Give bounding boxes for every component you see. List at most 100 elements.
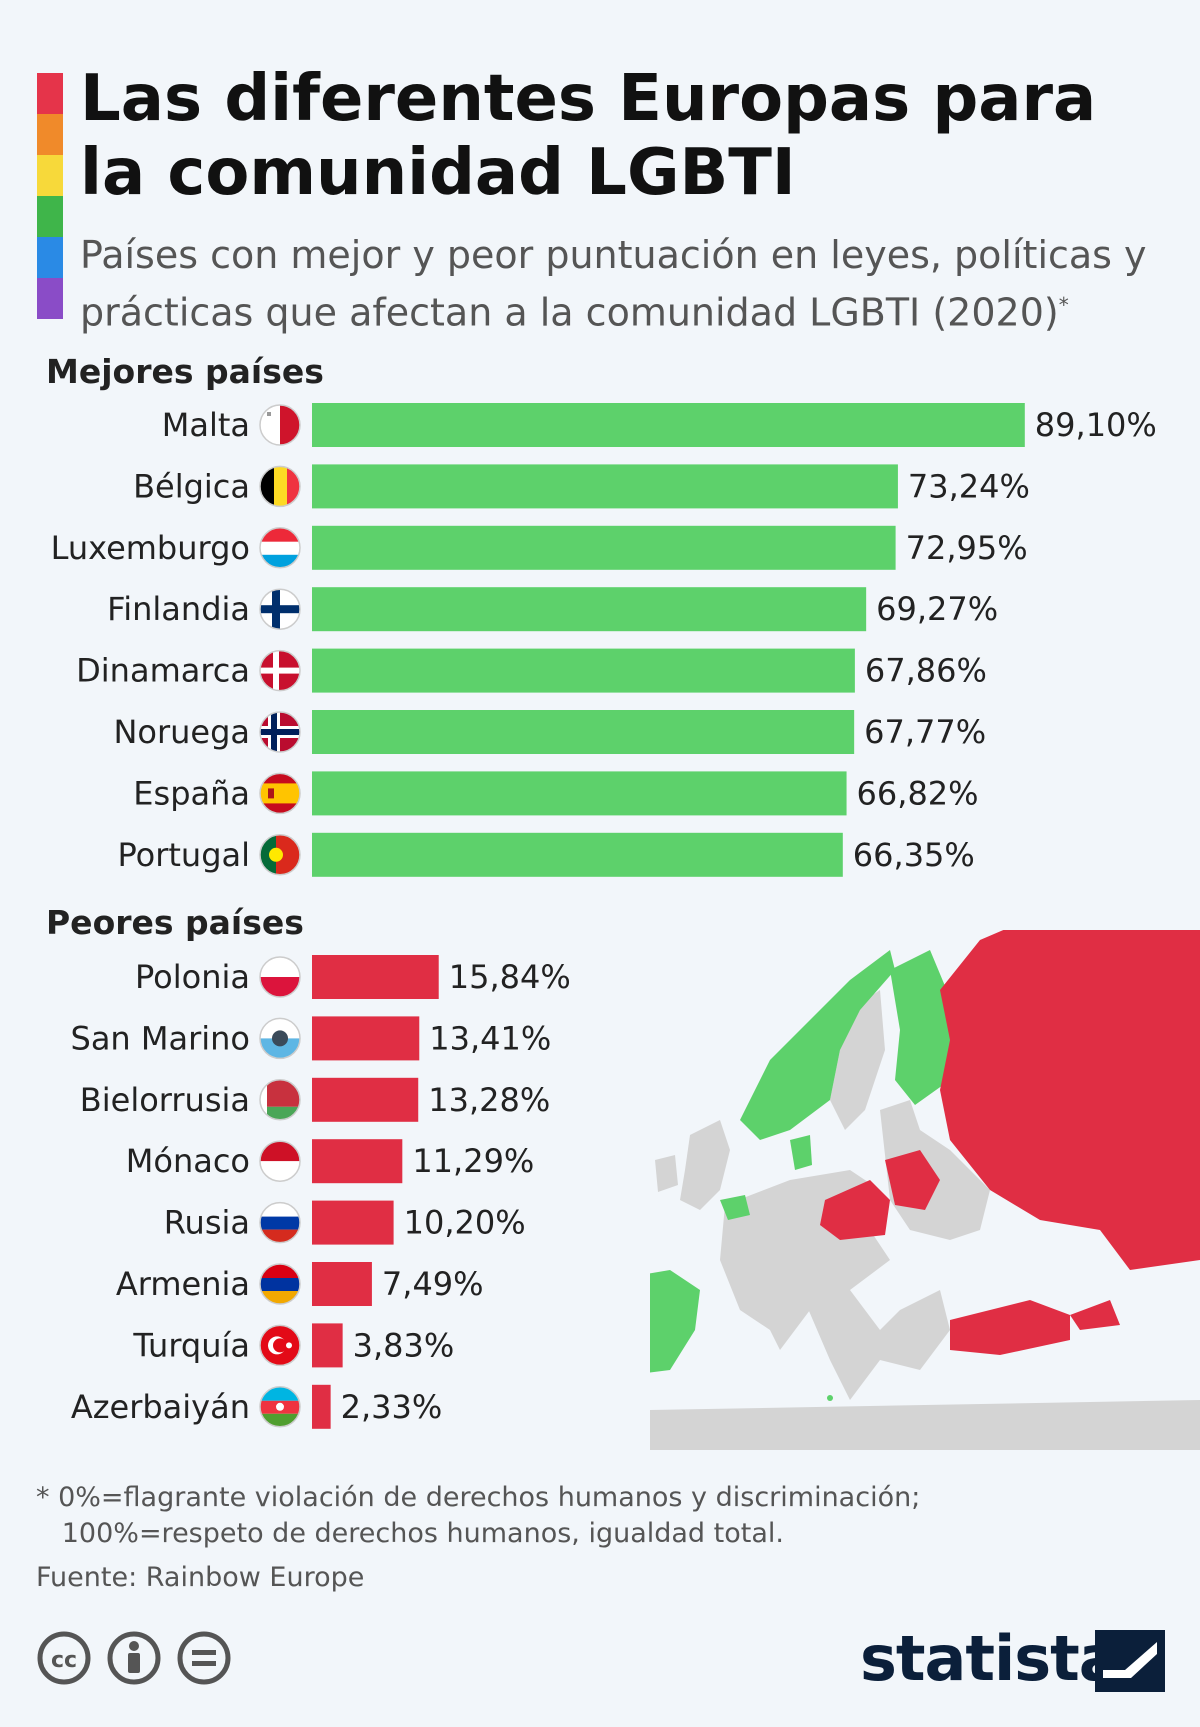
cc-icon[interactable]: cc: [37, 1631, 91, 1685]
bar-worst: [312, 1384, 331, 1429]
map-iberia: [650, 1270, 700, 1373]
nd-icon[interactable]: [177, 1631, 231, 1685]
russia-flag-icon: [259, 1201, 301, 1244]
bar-best: [312, 464, 898, 509]
statista-logo-icon[interactable]: [1095, 1630, 1165, 1692]
value-label: 67,86%: [865, 652, 987, 690]
value-label: 7,49%: [382, 1265, 484, 1303]
value-label: 10,20%: [404, 1204, 526, 1242]
rainbow-band-5: [37, 278, 63, 319]
category-label: España: [133, 774, 250, 812]
svg-text:cc: cc: [51, 1648, 77, 1673]
map-malta: [827, 1395, 833, 1401]
value-label: 11,29%: [412, 1142, 534, 1180]
best-section-title: Mejores países: [46, 352, 324, 391]
category-label: Rusia: [164, 1204, 250, 1242]
bar-best: [312, 648, 855, 693]
category-label: Finlandia: [107, 590, 250, 628]
category-label: Bielorrusia: [80, 1081, 250, 1119]
bar-worst: [312, 1262, 372, 1306]
map-belgium-lux: [720, 1195, 750, 1220]
san-marino-flag-icon: [259, 1017, 301, 1060]
denmark-flag-icon: [259, 649, 301, 692]
map-british-isles: [680, 1120, 730, 1210]
norway-flag-icon: [259, 711, 301, 753]
monaco-flag-icon: [259, 1140, 301, 1182]
page-title: Las diferentes Europas para la comunidad…: [80, 62, 1097, 210]
value-label: 72,95%: [906, 529, 1028, 567]
worst-section-title: Peores países: [46, 903, 304, 942]
subtitle-footnote-mark: *: [1058, 293, 1069, 317]
value-label: 69,27%: [876, 590, 998, 628]
luxembourg-flag-icon: [259, 527, 301, 569]
value-label: 2,33%: [341, 1388, 443, 1426]
footnote-line-2: 100%=respeto de derechos humanos, iguald…: [36, 1518, 784, 1549]
europe-map-icon: [650, 930, 1200, 1450]
value-label: 67,77%: [864, 713, 986, 751]
value-label: 13,41%: [429, 1019, 551, 1057]
bar-worst: [312, 1016, 420, 1061]
value-label: 73,24%: [908, 467, 1030, 505]
bar-best: [312, 710, 855, 754]
bar-best: [312, 525, 896, 570]
category-label: Turquía: [132, 1326, 250, 1364]
category-label: Portugal: [117, 836, 250, 874]
page-subtitle: Países con mejor y peor puntuación en le…: [80, 230, 1190, 338]
license-icons[interactable]: cc: [36, 1630, 246, 1690]
subtitle-text: Países con mejor y peor puntuación en le…: [80, 233, 1147, 335]
map-norway: [740, 950, 895, 1140]
bar-best: [312, 587, 867, 632]
bar-worst: [312, 1077, 419, 1122]
bar-best: [312, 832, 843, 877]
category-label: Mónaco: [126, 1142, 250, 1180]
footnote-line-1: * 0%=flagrante violación de derechos hum…: [36, 1482, 921, 1513]
belgium-flag-icon: [259, 465, 301, 508]
map-belarus: [885, 1150, 940, 1210]
malta-flag-icon: [259, 404, 301, 446]
rainbow-band-0: [37, 73, 63, 114]
map-south-edge: [650, 1400, 1200, 1450]
spain-flag-icon: [259, 772, 301, 815]
bar-best: [312, 771, 847, 816]
rainbow-band-3: [37, 196, 63, 237]
category-label: Dinamarca: [76, 652, 250, 690]
value-label: 66,82%: [857, 774, 979, 812]
source-text: Fuente: Rainbow Europe: [36, 1562, 365, 1593]
finland-flag-icon: [259, 588, 301, 630]
bar-worst: [312, 1323, 343, 1368]
map-russia: [940, 930, 1200, 1270]
statista-logo-text[interactable]: statista: [860, 1622, 1121, 1695]
map-italy-balkans: [800, 1290, 950, 1400]
category-label: Malta: [162, 406, 250, 444]
value-label: 13,28%: [428, 1081, 550, 1119]
map-ireland: [655, 1155, 678, 1192]
bar-chart: Malta 89,10% Bélgica 73,24% Luxemburgo 72,95%…: [51, 403, 1157, 1429]
value-label: 89,10%: [1035, 406, 1157, 444]
by-icon[interactable]: [107, 1631, 161, 1685]
value-label: 15,84%: [449, 958, 571, 996]
category-label: Armenia: [116, 1265, 250, 1303]
category-label: Azerbaiyán: [71, 1388, 250, 1426]
category-label: Polonia: [135, 958, 250, 996]
poland-flag-icon: [259, 956, 301, 998]
map-poland: [820, 1180, 890, 1240]
map-finland: [890, 950, 955, 1105]
category-label: Noruega: [113, 713, 250, 751]
rainbow-band-2: [37, 155, 63, 196]
value-label: 66,35%: [853, 836, 975, 874]
bar-worst: [312, 955, 439, 999]
map-caucasus: [1070, 1300, 1120, 1330]
category-label: Bélgica: [133, 467, 250, 505]
bar-worst: [312, 1200, 394, 1245]
category-label: Luxemburgo: [51, 529, 250, 567]
category-label: San Marino: [71, 1019, 251, 1057]
bar-worst: [312, 1139, 403, 1184]
rainbow-stripe: [37, 73, 63, 319]
belarus-flag-icon: [259, 1079, 301, 1121]
value-label: 3,83%: [353, 1326, 455, 1364]
rainbow-band-4: [37, 237, 63, 278]
rainbow-band-1: [37, 114, 63, 155]
turkey-flag-icon: [259, 1324, 301, 1367]
map-sweden: [830, 990, 885, 1130]
map-turkey: [950, 1300, 1070, 1355]
